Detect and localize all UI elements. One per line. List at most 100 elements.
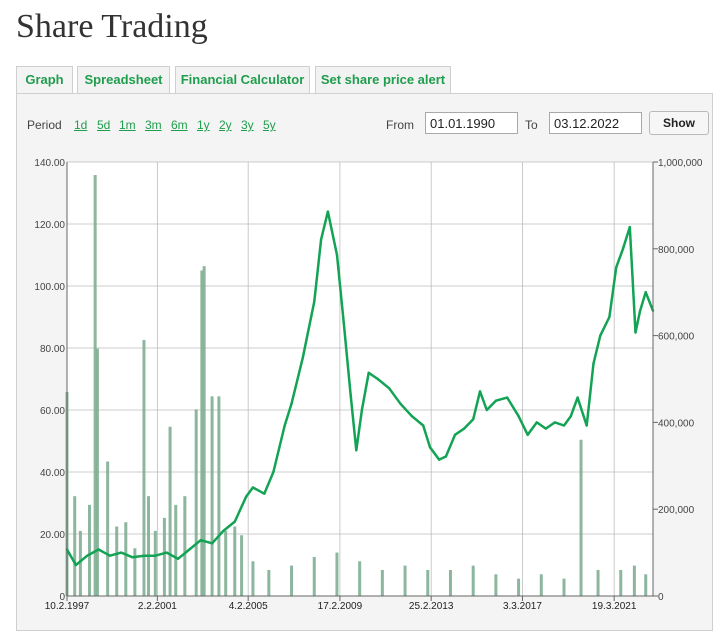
y-left-tick-label: 80.00 xyxy=(40,344,65,355)
price-point xyxy=(142,554,146,557)
price-point xyxy=(615,266,618,269)
volume-bar xyxy=(115,526,119,596)
volume-bar xyxy=(200,270,204,596)
volume-bar xyxy=(596,569,600,596)
price-point xyxy=(608,315,611,319)
volume-bar xyxy=(147,496,151,596)
tab-graph[interactable]: Graph xyxy=(16,66,73,96)
price-point xyxy=(544,427,548,430)
period-link-6m[interactable]: 6m xyxy=(171,118,188,132)
to-date-input[interactable] xyxy=(549,112,642,134)
price-point xyxy=(335,253,339,257)
price-point xyxy=(131,556,134,559)
x-tick-label: 17.2.2009 xyxy=(318,601,363,612)
x-tick-label: 10.2.1997 xyxy=(45,601,90,612)
volume-bar xyxy=(380,569,384,596)
x-tick-label: 19.3.2021 xyxy=(592,601,637,612)
volume-bar xyxy=(579,439,583,596)
graph-panel: Period 1d 5d 1m 3m 6m 1y 2y 3y 5y From T… xyxy=(16,93,713,631)
volume-bar xyxy=(562,578,566,596)
volume-bar xyxy=(183,496,187,596)
chart-controls: Period 1d 5d 1m 3m 6m 1y 2y 3y 5y From T… xyxy=(17,94,712,144)
period-link-3y[interactable]: 3y xyxy=(241,118,254,132)
price-point xyxy=(376,377,380,381)
price-point xyxy=(210,542,214,545)
price-line xyxy=(65,210,655,567)
volume-bar xyxy=(224,530,228,596)
price-point xyxy=(535,421,538,424)
volume-bar xyxy=(494,574,498,596)
volume-bar xyxy=(358,561,362,596)
volume-bar xyxy=(233,526,237,596)
price-point xyxy=(108,554,112,557)
period-link-1y[interactable]: 1y xyxy=(197,118,210,132)
price-point xyxy=(263,492,266,495)
price-point xyxy=(592,362,595,365)
tab-spreadsheet[interactable]: Spreadsheet xyxy=(77,66,170,93)
price-point xyxy=(326,210,330,213)
x-tick-label: 3.3.2017 xyxy=(503,601,542,612)
price-point xyxy=(222,529,225,533)
volume-bar xyxy=(78,530,82,596)
volume-bar xyxy=(312,556,316,596)
from-date-input[interactable] xyxy=(425,112,518,134)
y-left-tick-label: 0 xyxy=(59,592,65,603)
volume-bar xyxy=(619,569,623,596)
price-point xyxy=(410,415,414,418)
volume-bar xyxy=(106,461,110,596)
volume-bar xyxy=(539,574,543,596)
price-point xyxy=(120,551,123,554)
price-series xyxy=(65,210,655,567)
volume-bar xyxy=(210,396,214,596)
x-tick-label: 4.2.2005 xyxy=(229,601,268,612)
y-right-tick-label: 200,000 xyxy=(658,505,695,516)
period-link-1m[interactable]: 1m xyxy=(119,118,136,132)
period-link-3m[interactable]: 3m xyxy=(145,118,162,132)
volume-bar xyxy=(174,504,178,596)
price-point xyxy=(494,399,498,402)
period-link-5y[interactable]: 5y xyxy=(263,118,276,132)
y-right-tick-label: 400,000 xyxy=(658,418,695,429)
x-tick-label: 25.2.2013 xyxy=(409,601,454,612)
y-left-tick-label: 140.00 xyxy=(34,158,65,169)
volume-bar xyxy=(202,266,206,596)
price-point xyxy=(154,554,157,557)
price-point xyxy=(485,408,489,412)
y-left-tick-label: 20.00 xyxy=(40,530,65,541)
y-left-tick-label: 60.00 xyxy=(40,406,65,417)
y-right-tick-label: 0 xyxy=(658,592,664,603)
volume-bar xyxy=(632,565,636,596)
price-point xyxy=(349,393,352,396)
volume-bar xyxy=(142,339,146,596)
price-point xyxy=(634,331,637,334)
tab-financial-calculator[interactable]: Financial Calculator xyxy=(175,66,310,93)
price-point xyxy=(428,446,432,449)
price-point xyxy=(453,433,457,436)
y-left-tick-label: 100.00 xyxy=(34,282,65,293)
period-link-2y[interactable]: 2y xyxy=(219,118,232,132)
y-left-tick-label: 40.00 xyxy=(40,468,65,479)
period-label: Period xyxy=(27,118,62,132)
volume-bar xyxy=(95,348,99,596)
volume-bar xyxy=(290,565,294,596)
tab-set-share-price-alert[interactable]: Set share price alert xyxy=(315,66,451,93)
period-link-1d[interactable]: 1d xyxy=(74,118,88,132)
period-link-5d[interactable]: 5d xyxy=(97,118,111,132)
price-point xyxy=(553,421,557,424)
price-point xyxy=(342,322,345,325)
price-point xyxy=(517,415,520,418)
volume-bar xyxy=(194,409,198,596)
share-price-chart: 0 20.00 40.00 60.00 80.00 100.00 120.00 140.00 0… xyxy=(34,158,703,612)
x-tick-label: 2.2.2001 xyxy=(138,601,177,612)
volume-bar xyxy=(240,535,244,596)
price-point xyxy=(188,548,191,551)
price-point xyxy=(165,551,168,554)
volume-bar xyxy=(168,426,172,596)
volume-bar xyxy=(426,569,430,596)
volume-bar xyxy=(267,569,271,596)
volume-bar xyxy=(153,530,157,596)
volume-bar xyxy=(517,578,521,596)
from-label: From xyxy=(386,118,414,132)
price-point xyxy=(301,356,305,359)
show-button[interactable]: Show xyxy=(649,111,709,135)
